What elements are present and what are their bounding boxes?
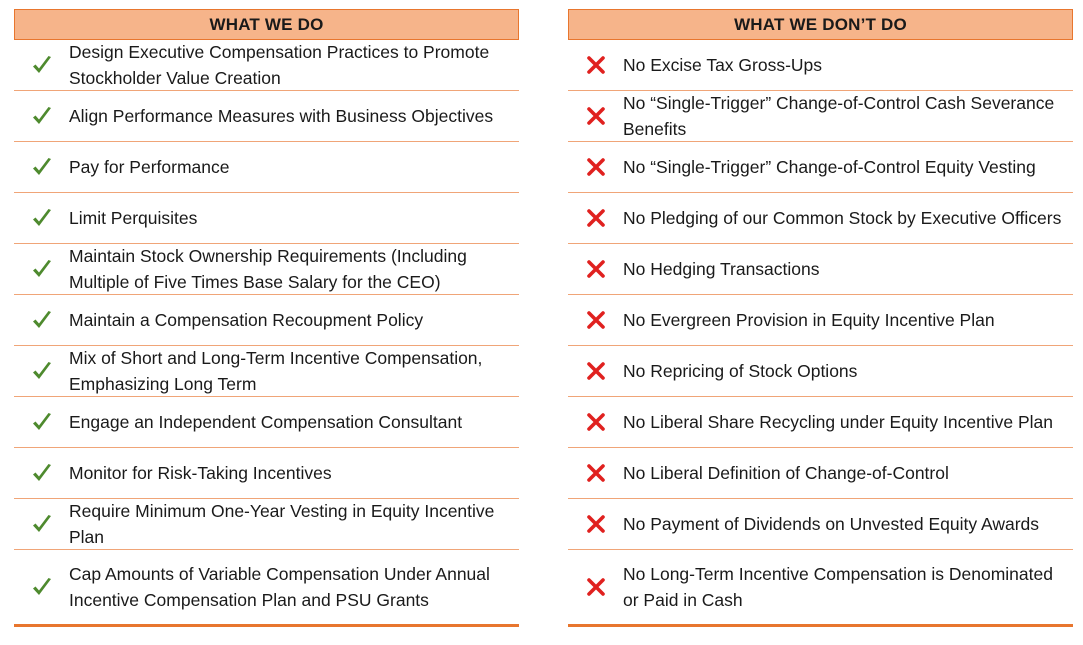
what-we-do-header: WHAT WE DO	[14, 9, 519, 40]
list-item-text: Limit Perquisites	[69, 208, 198, 228]
check-icon	[14, 105, 69, 127]
list-item-text: Pay for Performance	[69, 157, 230, 177]
list-item-text: No Payment of Dividends on Unvested Equi…	[623, 514, 1040, 534]
x-icon	[568, 412, 623, 432]
x-icon	[568, 106, 623, 126]
list-item: No Long-Term Incentive Compensation is D…	[568, 550, 1073, 627]
list-item-text: No Pledging of our Common Stock by Execu…	[623, 208, 1062, 228]
what-we-do-panel: WHAT WE DO Design Executive Compensation…	[14, 9, 519, 627]
what-we-dont-do-header: WHAT WE DON’T DO	[568, 9, 1073, 40]
list-item: No Liberal Share Recycling under Equity …	[568, 397, 1073, 448]
list-item: Design Executive Compensation Practices …	[14, 40, 519, 91]
list-item-text: No Hedging Transactions	[623, 259, 820, 279]
list-item: No Pledging of our Common Stock by Execu…	[568, 193, 1073, 244]
list-item: Monitor for Risk-Taking Incentives	[14, 448, 519, 499]
list-item: Align Performance Measures with Business…	[14, 91, 519, 142]
list-item: Pay for Performance	[14, 142, 519, 193]
list-item: No “Single-Trigger” Change-of-Control Eq…	[568, 142, 1073, 193]
list-item: Cap Amounts of Variable Compensation Und…	[14, 550, 519, 627]
check-icon	[14, 207, 69, 229]
list-item: Mix of Short and Long-Term Incentive Com…	[14, 346, 519, 397]
list-item-text: No “Single-Trigger” Change-of-Control Ca…	[623, 93, 1055, 139]
list-item: Maintain Stock Ownership Requirements (I…	[14, 244, 519, 295]
check-icon	[14, 258, 69, 280]
check-icon	[14, 54, 69, 76]
check-icon	[14, 513, 69, 535]
check-icon	[14, 576, 69, 598]
list-item: No Hedging Transactions	[568, 244, 1073, 295]
list-item: Engage an Independent Compensation Consu…	[14, 397, 519, 448]
list-item: No Liberal Definition of Change-of-Contr…	[568, 448, 1073, 499]
list-item-text: No Liberal Share Recycling under Equity …	[623, 412, 1053, 432]
list-item-text: Design Executive Compensation Practices …	[69, 42, 490, 88]
list-item: No Evergreen Provision in Equity Incenti…	[568, 295, 1073, 346]
what-we-dont-do-list: No Excise Tax Gross-Ups No “Single-Trigg…	[568, 40, 1073, 627]
list-item-text: Monitor for Risk-Taking Incentives	[69, 463, 332, 483]
list-item: No Payment of Dividends on Unvested Equi…	[568, 499, 1073, 550]
list-item-text: No Liberal Definition of Change-of-Contr…	[623, 463, 949, 483]
list-item: Limit Perquisites	[14, 193, 519, 244]
list-item-text: No “Single-Trigger” Change-of-Control Eq…	[623, 157, 1036, 177]
list-item-text: Maintain a Compensation Recoupment Polic…	[69, 310, 424, 330]
list-item: Maintain a Compensation Recoupment Polic…	[14, 295, 519, 346]
list-item-text: Mix of Short and Long-Term Incentive Com…	[69, 348, 483, 394]
check-icon	[14, 156, 69, 178]
check-icon	[14, 360, 69, 382]
list-item-text: No Excise Tax Gross-Ups	[623, 55, 823, 75]
list-item-text: Align Performance Measures with Business…	[69, 106, 494, 126]
list-item-text: No Evergreen Provision in Equity Incenti…	[623, 310, 995, 330]
list-item-text: Require Minimum One-Year Vesting in Equi…	[69, 501, 495, 547]
x-icon	[568, 514, 623, 534]
x-icon	[568, 208, 623, 228]
x-icon	[568, 361, 623, 381]
list-item-text: Engage an Independent Compensation Consu…	[69, 412, 463, 432]
x-icon	[568, 310, 623, 330]
list-item-text: Cap Amounts of Variable Compensation Und…	[69, 564, 490, 610]
list-item-text: Maintain Stock Ownership Requirements (I…	[69, 246, 467, 292]
list-item: No “Single-Trigger” Change-of-Control Ca…	[568, 91, 1073, 142]
x-icon	[568, 577, 623, 597]
list-item-text: No Long-Term Incentive Compensation is D…	[623, 564, 1053, 610]
check-icon	[14, 309, 69, 331]
list-item: No Excise Tax Gross-Ups	[568, 40, 1073, 91]
what-we-dont-do-panel: WHAT WE DON’T DO No Excise Tax Gross-Ups…	[568, 9, 1073, 627]
x-icon	[568, 157, 623, 177]
list-item-text: No Repricing of Stock Options	[623, 361, 858, 381]
list-item: No Repricing of Stock Options	[568, 346, 1073, 397]
list-item: Require Minimum One-Year Vesting in Equi…	[14, 499, 519, 550]
x-icon	[568, 259, 623, 279]
x-icon	[568, 463, 623, 483]
x-icon	[568, 55, 623, 75]
check-icon	[14, 462, 69, 484]
check-icon	[14, 411, 69, 433]
what-we-do-list: Design Executive Compensation Practices …	[14, 40, 519, 627]
